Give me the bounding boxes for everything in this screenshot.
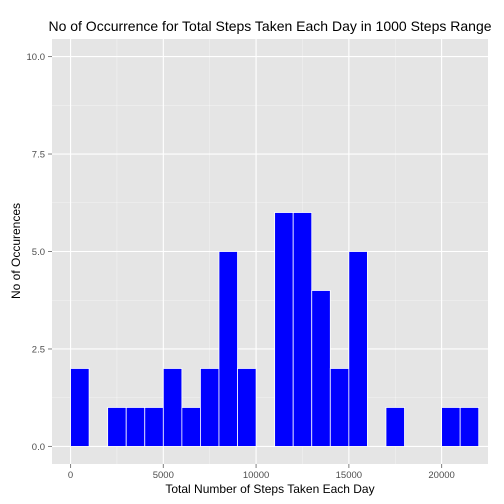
x-tick-label: 20000	[428, 470, 454, 481]
histogram-bar	[292, 212, 313, 447]
histogram-bars	[70, 212, 480, 447]
y-tick-label: 0.0	[32, 442, 45, 453]
y-tick-label: 2.5	[32, 344, 45, 355]
y-axis-title: No of Occurences	[9, 203, 23, 299]
y-axis-ticks: 0.0 2.5 5.0 7.5 10.0	[27, 52, 52, 453]
histogram-bar	[144, 407, 164, 447]
histogram-bar	[311, 290, 331, 447]
x-tick-label: 15000	[336, 470, 362, 481]
histogram-bar	[441, 407, 461, 447]
histogram-bar	[385, 407, 405, 447]
x-tick-label: 0	[68, 470, 73, 481]
x-tick-label: 5000	[153, 470, 174, 481]
y-tick-label: 5.0	[32, 247, 45, 258]
x-tick-label: 10000	[243, 470, 269, 481]
histogram-bar	[218, 251, 238, 447]
histogram-bar	[200, 368, 220, 447]
y-tick-label: 10.0	[27, 52, 46, 63]
histogram-bar	[162, 368, 183, 447]
histogram-bar	[329, 368, 350, 447]
histogram-bar	[237, 368, 257, 447]
histogram-bar	[181, 407, 201, 447]
histogram-bar	[459, 407, 480, 447]
y-tick-label: 7.5	[32, 150, 45, 161]
histogram-bar	[348, 251, 368, 447]
histogram-bar	[70, 368, 90, 447]
x-axis-ticks: 0 5000 10000 15000 20000	[68, 464, 455, 481]
chart-title: No of Occurrence for Total Steps Taken E…	[48, 18, 491, 34]
x-axis-title: Total Number of Steps Taken Each Day	[165, 482, 374, 496]
histogram-bar	[107, 407, 127, 447]
histogram-bar	[274, 212, 294, 447]
histogram-bar	[125, 407, 146, 447]
